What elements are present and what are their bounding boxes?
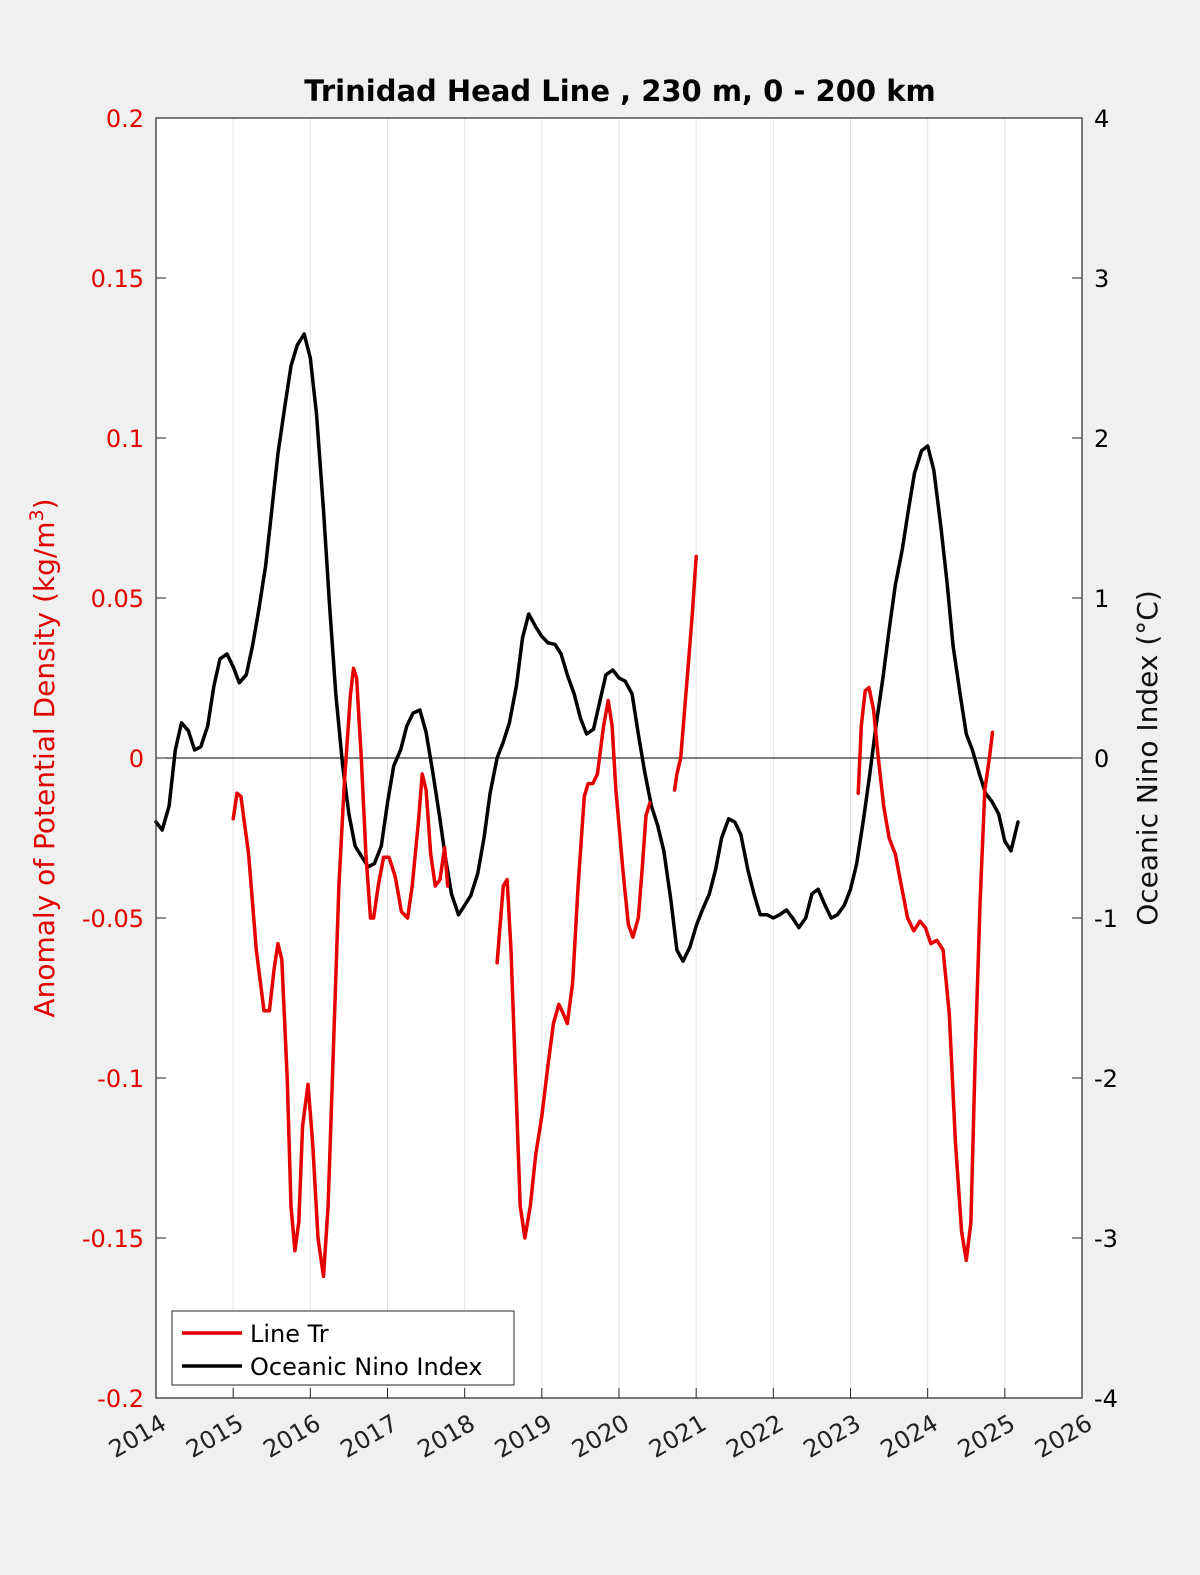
right-tick-label: -2 — [1094, 1065, 1118, 1093]
right-tick-label: 2 — [1094, 425, 1109, 453]
legend-label-line-tr: Line Tr — [250, 1320, 329, 1348]
right-axis-label: Oceanic Nino Index (°C) — [1131, 590, 1164, 926]
left-tick-label: 0.15 — [91, 265, 144, 293]
left-tick-label: 0.2 — [106, 105, 144, 133]
left-tick-label: -0.05 — [82, 905, 144, 933]
series-oni-segment-0 — [154, 332, 1020, 963]
series-line-tr-segment-0 — [231, 666, 450, 1279]
left-axis-label-suffix: ) — [28, 498, 61, 509]
left-tick-label: -0.2 — [97, 1385, 144, 1413]
left-axis-label-superscript: 3 — [26, 509, 48, 521]
left-axis-label-prefix: Anomaly of Potential Density (kg/m — [28, 521, 61, 1017]
right-tick-label: 3 — [1094, 265, 1109, 293]
legend-label-oni: Oceanic Nino Index — [250, 1353, 482, 1381]
right-tick-label: 1 — [1094, 585, 1109, 613]
right-tick-label: -3 — [1094, 1225, 1118, 1253]
left-tick-label: 0.05 — [91, 585, 144, 613]
left-axis: -0.2 -0.15 -0.1 -0.05 0 0.05 0.1 0.15 0.2 — [82, 105, 166, 1413]
series-line-tr-segment-1 — [495, 698, 652, 1240]
right-tick-label: 4 — [1094, 105, 1109, 133]
right-tick-label: -4 — [1094, 1385, 1118, 1413]
left-tick-label: -0.1 — [97, 1065, 144, 1093]
series-line-tr-segment-2 — [672, 554, 698, 792]
left-tick-label: -0.15 — [82, 1225, 144, 1253]
left-tick-label: 0 — [129, 745, 144, 773]
series-line-tr-segment-3 — [856, 685, 995, 1263]
left-tick-label: 0.1 — [106, 425, 144, 453]
right-axis: -4 -3 -2 -1 0 1 2 3 4 — [1072, 105, 1118, 1413]
right-tick-label: 0 — [1094, 745, 1109, 773]
series-layer — [154, 332, 1020, 1279]
left-axis-label: Anomaly of Potential Density (kg/m3) — [26, 498, 61, 1017]
legend-box — [171, 1310, 515, 1386]
chart-title: Trinidad Head Line , 230 m, 0 - 200 km — [304, 74, 935, 108]
right-tick-label: -1 — [1094, 905, 1118, 933]
legend: Line Tr Oceanic Nino Index — [171, 1310, 515, 1386]
